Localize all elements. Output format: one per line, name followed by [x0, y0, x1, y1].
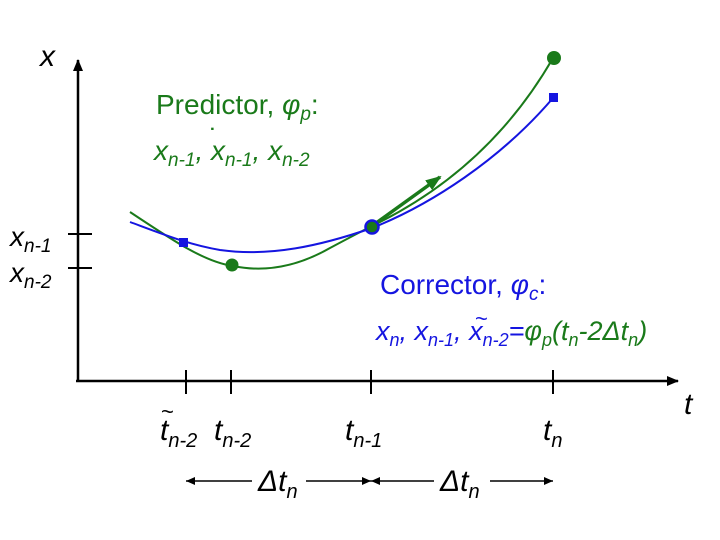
corrector-point-tilde-tn2 — [179, 238, 188, 247]
label-tn1: tn-1 — [345, 414, 382, 452]
corrector-title: Corrector, φc: — [380, 269, 546, 305]
label-tn2: tn-2 — [214, 414, 251, 452]
corrector-point-tn — [549, 93, 558, 102]
predictor-terms: xn-1, xn-1, xn-2 — [152, 135, 310, 171]
predictor-point-tn2 — [225, 258, 239, 272]
predictor-point-tn — [547, 51, 561, 65]
corrector-tilde-mark: ~ — [475, 306, 488, 331]
predictor-curve — [129, 57, 554, 270]
label-tn: tn — [543, 414, 562, 452]
predictor-tangent-arrow — [370, 175, 442, 228]
label-xn2: xn-2 — [8, 257, 52, 293]
predictor-title: Predictor, φp: — [156, 89, 319, 125]
x-axis-label: x — [38, 40, 56, 73]
delta-label-2: Δtn — [439, 465, 480, 503]
predictor-dot-mark: ˙ — [209, 123, 218, 154]
tilde-mark: ~ — [161, 399, 174, 424]
delta-label-1: Δtn — [257, 465, 298, 503]
t-axis-label: t — [684, 388, 694, 421]
label-t-tilde-n2: tn-2 — [160, 414, 197, 452]
shared-point-tn1 — [364, 219, 380, 235]
corrector-curve — [129, 97, 554, 254]
corrector-terms: xn, xn-1, xn-2=φp(tn-2Δtn) — [374, 316, 647, 350]
label-xn1: xn-1 — [8, 221, 51, 257]
